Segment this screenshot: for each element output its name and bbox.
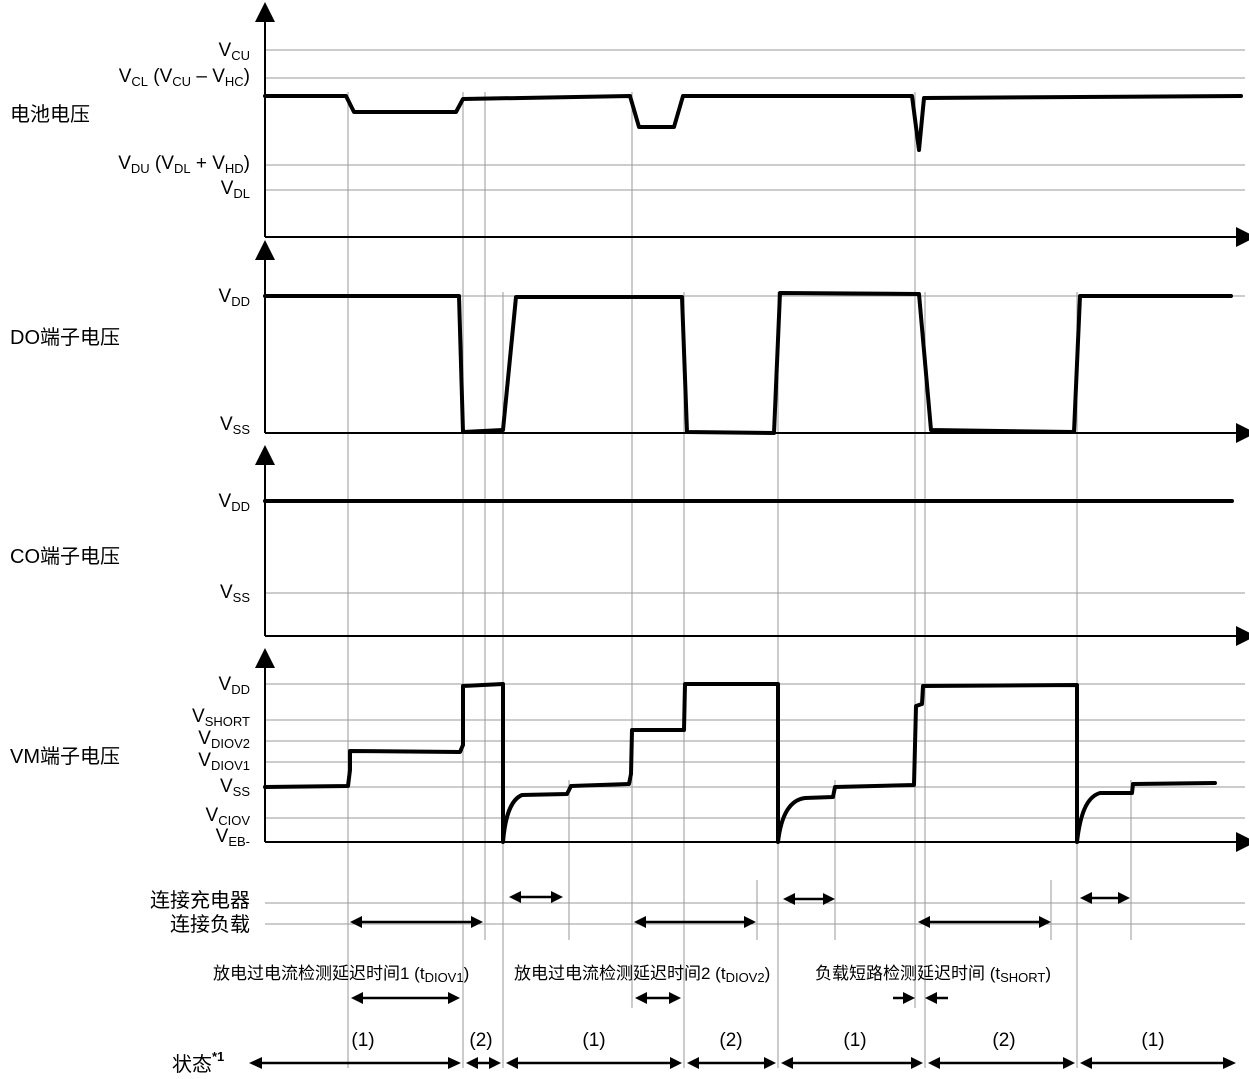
charger-connected-label: 连接充电器 [150,889,250,912]
delay3-label: 负载短路检测延迟时间 (tSHORT) [815,964,1051,985]
state-row: 状态*1 (1) (2) (1) (2) (1) (2) (1) [172,1030,1236,1076]
vm-vciov-label: VCIOV [206,805,251,828]
do-vdd-label: VDD [219,286,250,309]
battery-voltage-trace [263,94,1243,152]
load-interval-arrows [350,916,1051,928]
vdu-label: VDU (VDL + VHD) [118,153,250,176]
delay-annotations: 放电过电流检测延迟时间1 (tDIOV1) 放电过电流检测延迟时间2 (tDIO… [213,964,1051,1004]
delay1-arrow [351,992,460,1004]
state-item: (1) [843,1030,866,1051]
charger-interval-arrows [509,891,1130,905]
do-vss-label: VSS [220,414,250,437]
co-vdd-label: VDD [219,491,250,514]
state-item: (2) [469,1030,492,1051]
vdl-label: VDL [221,178,250,201]
delay2-arrow [635,992,681,1004]
state-label: 状态*1 [172,1049,224,1076]
co-vss-label: VSS [220,582,250,605]
vm-vdd-label: VDD [219,674,250,697]
state-item: (2) [992,1030,1015,1051]
delay2-label: 放电过电流检测延迟时间2 (tDIOV2) [514,964,770,985]
do-pin-panel: VDD DO端子电压 VSS [10,240,1249,443]
state-item: (1) [582,1030,605,1051]
state-item: (1) [351,1030,374,1051]
vm-veb-label: VEB- [216,826,250,849]
vm-pin-title: VM端子电压 [10,745,120,768]
event-guide-lines [347,92,1132,1068]
vcl-label: VCL (VCU – VHC) [119,66,250,89]
vm-vshort-label: VSHORT [192,706,250,729]
connection-rows: 连接充电器 连接负载 [150,889,1245,936]
co-pin-panel: VDD CO端子电压 VSS [10,445,1249,646]
battery-voltage-title: 电池电压 [10,103,90,126]
do-pin-title: DO端子电压 [10,326,120,349]
vcu-label: VCU [219,40,250,63]
battery-voltage-panel: VCU VCL (VCU – VHC) 电池电压 VDU (VDL + VHD)… [10,2,1249,247]
delay3-arrow [893,992,948,1004]
vm-vdiov1-label: VDIOV1 [198,750,250,773]
vm-pin-panel: VDD VSHORT VDIOV2 VM端子电压 VDIOV1 VSS VCIO… [10,648,1249,852]
state-arrows [249,1057,1236,1069]
do-pin-trace [263,291,1233,435]
state-item: (2) [719,1030,742,1051]
vm-vss-label: VSS [220,776,250,799]
co-pin-title: CO端子电压 [10,545,120,568]
state-item: (1) [1141,1030,1164,1051]
vm-vdiov2-label: VDIOV2 [198,728,250,751]
load-connected-label: 连接负载 [170,913,250,936]
delay1-label: 放电过电流检测延迟时间1 (tDIOV1) [213,964,469,985]
vm-pin-trace [263,682,1217,844]
